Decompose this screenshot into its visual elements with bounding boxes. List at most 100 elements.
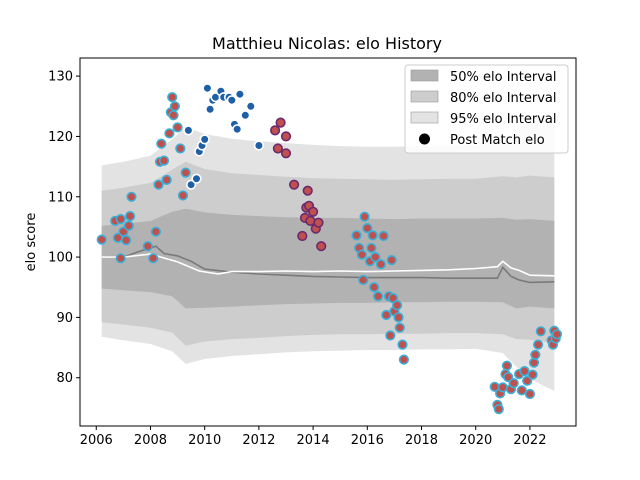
post-match-point [370, 252, 381, 263]
x-tick-label: 2008 [134, 433, 167, 448]
mean-elo-line [101, 253, 555, 277]
post-match-point [167, 92, 178, 103]
post-match-point [369, 282, 380, 293]
post-match-point [375, 259, 387, 270]
y-tick-label: 130 [48, 70, 73, 85]
post-match-point [302, 185, 313, 196]
y-tick-label: 90 [56, 311, 73, 326]
post-match-point [501, 360, 513, 371]
x-axis: 2006 2008 2010 2012 2014 2016 2018 2020 2022 [80, 426, 546, 448]
post-match-point [524, 388, 536, 400]
post-match-point [527, 369, 538, 380]
y-axis: 80 90 100 110 120 130 [48, 70, 80, 386]
legend: 50% elo Interval 80% elo Interval 95% elo … [404, 64, 569, 154]
post-match-point [123, 220, 134, 231]
post-match-point [253, 140, 264, 151]
post-match-point [358, 274, 369, 286]
x-tick-label: 2022 [513, 433, 546, 448]
post-match-point [125, 211, 136, 222]
post-match-point [280, 148, 292, 159]
post-match-point [373, 291, 384, 302]
post-match-point [115, 214, 126, 225]
post-match-point [183, 125, 194, 136]
post-match-point [289, 179, 300, 190]
post-match-point [351, 230, 362, 241]
post-match-point [313, 217, 324, 228]
post-match-point [158, 155, 170, 166]
post-match-point [272, 143, 284, 154]
post-match-point [142, 241, 153, 252]
post-match-point [378, 230, 389, 242]
post-match-point [115, 253, 126, 264]
post-match-point [199, 134, 210, 145]
band-50-interval [101, 208, 555, 309]
post-match-point [96, 234, 107, 245]
post-match-point [280, 131, 292, 142]
x-tick-label: 2010 [188, 433, 221, 448]
y-tick-label: 100 [48, 251, 73, 266]
post-match-point [508, 378, 519, 389]
legend-label: 95% elo Interval [450, 112, 557, 127]
post-match-point [240, 110, 251, 121]
post-match-point [392, 300, 403, 311]
post-match-point [530, 349, 541, 360]
x-tick-label: 2020 [459, 433, 492, 448]
post-match-point [385, 330, 396, 341]
post-match-point [234, 89, 245, 100]
legend-marker [419, 133, 430, 145]
post-match-point [316, 241, 327, 252]
post-match-point [308, 206, 319, 217]
post-match-point [359, 211, 370, 222]
post-match-point [532, 339, 544, 350]
post-match-point [150, 226, 161, 237]
post-match-point [516, 385, 527, 396]
post-match-point [175, 143, 186, 154]
post-match-point [297, 230, 308, 242]
post-match-point [226, 95, 237, 106]
median-elo-line [101, 245, 555, 284]
legend-swatch [410, 90, 439, 103]
post-match-point [394, 322, 405, 333]
post-match-point [497, 382, 508, 393]
chart-title: Matthieu Nicolas: elo History [212, 34, 442, 53]
post-match-point [305, 215, 316, 226]
post-match-point [393, 312, 404, 323]
x-tick-label: 2012 [242, 433, 275, 448]
y-tick-label: 120 [48, 130, 73, 145]
legend-swatch [410, 111, 439, 124]
post-match-point [202, 83, 213, 94]
post-match-point [245, 101, 256, 112]
post-match-point [398, 354, 410, 365]
legend-label: 80% elo Interval [450, 91, 557, 106]
post-match-point [367, 230, 378, 241]
post-match-point [535, 326, 546, 337]
post-match-point [180, 167, 191, 178]
post-match-point [493, 404, 504, 415]
x-tick-label: 2016 [351, 433, 384, 448]
post-match-point [397, 339, 408, 350]
post-match-point [381, 309, 392, 321]
post-match-point [191, 173, 202, 184]
post-match-point [164, 128, 175, 139]
post-match-point [168, 110, 179, 121]
y-tick-label: 80 [56, 371, 73, 386]
x-tick-label: 2014 [297, 433, 330, 448]
post-match-point [126, 191, 137, 202]
post-match-point [270, 125, 281, 136]
legend-label: Post Match elo [450, 133, 545, 148]
post-match-point [156, 138, 167, 149]
legend-box [404, 64, 569, 154]
legend-swatch [410, 69, 439, 82]
x-tick-label: 2006 [80, 433, 113, 448]
post-match-point [169, 101, 180, 112]
y-tick-label: 110 [48, 190, 73, 205]
plot-area [96, 83, 563, 415]
post-match-point [503, 372, 514, 383]
post-match-point [148, 253, 159, 264]
post-match-point [153, 179, 164, 190]
post-match-point [172, 122, 183, 133]
post-match-point [356, 249, 368, 260]
post-match-point [275, 117, 286, 128]
post-match-point [386, 255, 397, 266]
